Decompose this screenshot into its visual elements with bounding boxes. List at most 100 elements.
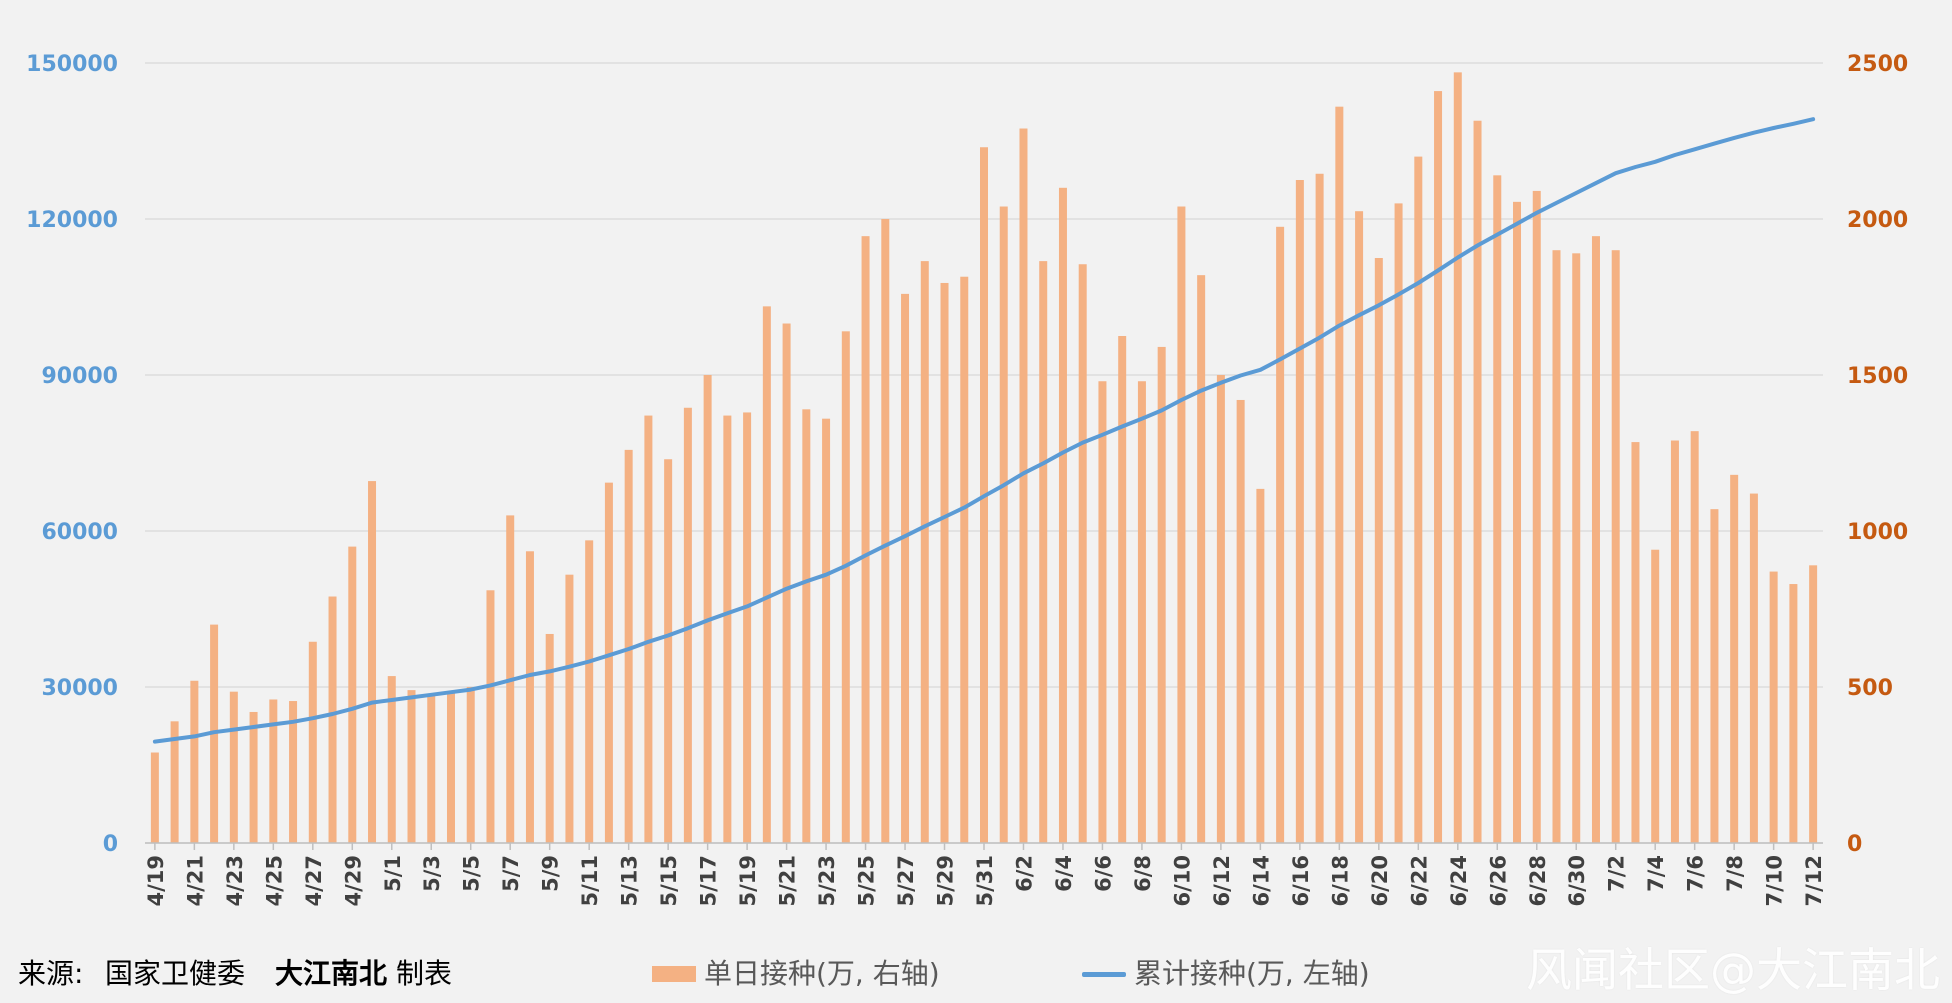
bar-4/29 [348, 546, 357, 843]
bar-5/17 [703, 375, 712, 843]
left-axis-tick: 150000 [26, 52, 118, 77]
bar-6/5 [1078, 264, 1087, 843]
bar-6/9 [1157, 346, 1166, 843]
bar-5/19 [743, 412, 752, 843]
x-tick-label: 4/19 [144, 855, 168, 907]
bar-4/26 [289, 701, 298, 843]
x-tick-label: 4/29 [341, 855, 365, 907]
watermark: 风闻社区@大江南北 [1526, 943, 1940, 997]
bar-4/25 [269, 699, 278, 843]
x-tick-label: 5/11 [578, 855, 602, 907]
right-axis-tick: 2000 [1847, 208, 1908, 233]
bar-5/10 [565, 574, 574, 843]
bar-7/5 [1670, 440, 1679, 843]
x-tick-label: 6/22 [1407, 855, 1431, 907]
bar-5/24 [841, 331, 850, 843]
x-tick-label: 6/8 [1131, 855, 1155, 892]
bar-5/23 [822, 418, 831, 843]
x-tick-label: 6/16 [1289, 855, 1313, 907]
x-tick-label: 5/3 [420, 855, 444, 892]
bar-5/21 [782, 323, 791, 843]
x-tick-label: 6/28 [1526, 855, 1550, 907]
bar-7/1 [1591, 236, 1600, 843]
x-tick-label: 6/18 [1328, 855, 1352, 907]
bar-4/20 [170, 721, 179, 843]
x-tick-label: 5/19 [736, 855, 760, 907]
x-tick-label: 6/14 [1249, 855, 1273, 907]
x-tick-label: 5/13 [618, 855, 642, 907]
right-axis-tick: 1500 [1847, 364, 1908, 389]
bar-7/10 [1769, 571, 1778, 843]
bar-6/6 [1098, 381, 1107, 843]
bar-6/20 [1374, 258, 1383, 843]
bar-5/28 [920, 261, 929, 843]
bar-6/18 [1335, 106, 1344, 844]
bar-7/6 [1690, 431, 1699, 843]
left-axis-tick: 30000 [41, 676, 118, 701]
bar-6/4 [1058, 187, 1067, 844]
source-label: 来源: [18, 957, 84, 990]
right-axis-tick: 2500 [1847, 52, 1908, 77]
bar-4/19 [150, 752, 159, 843]
bar-6/16 [1295, 180, 1304, 843]
x-tick-label: 7/12 [1802, 855, 1826, 907]
x-tick-label: 5/9 [539, 855, 563, 892]
x-tick-label: 6/30 [1565, 855, 1589, 907]
x-tick-label: 6/2 [1012, 855, 1036, 892]
x-tick-label: 5/31 [973, 855, 997, 907]
bar-6/30 [1572, 253, 1581, 843]
x-tick-label: 6/12 [1210, 855, 1234, 907]
x-tick-label: 5/25 [855, 855, 879, 907]
x-tick-label: 6/4 [1052, 855, 1076, 892]
x-tick-label: 4/21 [183, 855, 207, 907]
bar-4/30 [368, 481, 377, 843]
bar-6/28 [1532, 190, 1541, 844]
bar-6/25 [1473, 120, 1482, 844]
bar-5/22 [802, 409, 811, 843]
bar-5/11 [585, 540, 594, 843]
bar-6/8 [1137, 381, 1146, 843]
x-tick-label: 4/25 [262, 855, 286, 907]
left-axis-tick: 90000 [41, 364, 118, 389]
bar-4/21 [190, 680, 199, 843]
source-suffix: 制表 [396, 957, 453, 990]
bar-6/22 [1414, 156, 1423, 844]
x-tick-label: 7/8 [1723, 855, 1747, 892]
bar-5/6 [486, 590, 495, 843]
x-tick-label: 6/10 [1170, 855, 1194, 907]
bar-5/2 [407, 690, 416, 843]
x-tick-label: 5/21 [776, 855, 800, 907]
bar-5/1 [387, 676, 396, 843]
x-tick-label: 6/6 [1091, 855, 1115, 892]
left-axis-tick: 0 [103, 832, 118, 857]
x-tick-label: 7/2 [1605, 855, 1629, 892]
bar-7/11 [1789, 584, 1798, 843]
bar-6/1 [999, 206, 1008, 843]
x-tick-label: 5/17 [697, 855, 721, 907]
bar-6/29 [1552, 250, 1561, 843]
bar-5/12 [604, 482, 613, 843]
bar-7/2 [1611, 250, 1620, 843]
bar-5/25 [861, 236, 870, 843]
bar-7/4 [1651, 549, 1660, 843]
x-tick-label: 5/1 [381, 855, 405, 892]
bar-4/23 [229, 691, 238, 843]
legend-line-swatch [1082, 972, 1126, 977]
left-axis-tick: 120000 [26, 208, 118, 233]
bar-4/27 [308, 641, 317, 843]
bar-6/7 [1118, 336, 1127, 843]
x-tick-label: 4/27 [302, 855, 326, 907]
x-tick-label: 6/26 [1486, 855, 1510, 907]
bar-6/10 [1177, 206, 1186, 843]
legend-bar-label: 单日接种(万, 右轴) [704, 957, 940, 990]
bar-5/16 [683, 407, 692, 843]
bar-6/21 [1394, 203, 1403, 843]
bar-6/2 [1019, 128, 1028, 843]
x-tick-label: 7/4 [1644, 855, 1668, 892]
bar-5/3 [427, 694, 436, 843]
bar-5/26 [881, 219, 890, 843]
bar-4/24 [249, 711, 258, 843]
bar-7/3 [1631, 442, 1640, 843]
bar-6/17 [1315, 173, 1324, 843]
source-author: 大江南北 [275, 957, 388, 990]
